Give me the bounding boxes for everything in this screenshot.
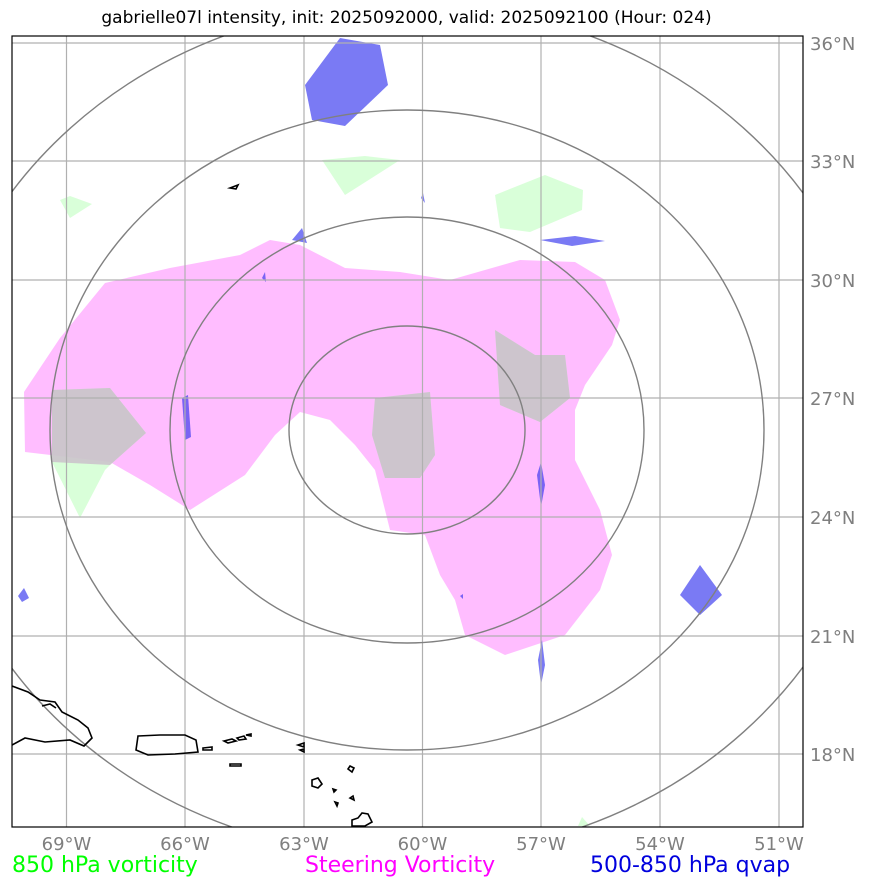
steering-vorticity-region <box>24 240 620 655</box>
lon-label-63w: 63°W <box>279 834 329 855</box>
overlap-region-2 <box>372 392 435 478</box>
lon-label-69w: 69°W <box>42 834 92 855</box>
overlap-region-3 <box>495 330 570 422</box>
lon-label-51w: 51°W <box>754 834 804 855</box>
latitude-labels: 36°N 33°N 30°N 27°N 24°N 21°N 18°N <box>810 34 855 766</box>
st-kitts <box>297 747 305 754</box>
qvap-region-2 <box>292 228 307 243</box>
qvap-region-1 <box>305 38 388 126</box>
lat-label-33n: 33°N <box>810 152 855 173</box>
martinique <box>351 812 374 827</box>
lat-label-24n: 24°N <box>810 508 855 529</box>
plot-title: gabrielle07l intensity, init: 2025092000… <box>101 8 712 28</box>
lon-label-54w: 54°W <box>635 834 685 855</box>
vieques <box>202 746 213 751</box>
map-frame <box>11 35 804 828</box>
range-ring-2 <box>169 216 645 644</box>
virgin-islands-1 <box>221 738 239 744</box>
legend-steering-vorticity: Steering Vorticity <box>305 853 496 878</box>
lat-label-27n: 27°N <box>810 389 855 410</box>
lat-label-36n: 36°N <box>810 34 855 55</box>
anguilla <box>295 741 305 749</box>
vort-region-3 <box>495 175 583 232</box>
qvap-region-4 <box>540 236 605 246</box>
lon-label-57w: 57°W <box>516 834 566 855</box>
antigua <box>346 764 356 774</box>
montserrat <box>331 787 338 794</box>
range-ring-3 <box>49 109 765 751</box>
coastlines <box>12 183 374 827</box>
qvap-region-11 <box>460 594 463 599</box>
steering-vorticity-field <box>24 240 620 655</box>
range-ring-1 <box>288 325 526 535</box>
dominica <box>333 800 340 809</box>
lat-label-21n: 21°N <box>810 627 855 648</box>
virgin-islands-2 <box>235 735 248 741</box>
lon-label-66w: 66°W <box>160 834 210 855</box>
qvap-field <box>18 38 722 685</box>
lon-label-60w: 60°W <box>398 834 448 855</box>
hispaniola-inner <box>41 703 57 709</box>
qvap-region-6 <box>182 395 191 440</box>
qvap-region-9 <box>18 588 29 602</box>
lat-label-18n: 18°N <box>810 745 855 766</box>
barbuda <box>348 794 356 802</box>
vort-region-2 <box>60 196 92 218</box>
vort-region-1 <box>322 156 400 195</box>
bermuda <box>226 183 240 190</box>
legend-850-vorticity: 850 hPa vorticity <box>12 853 198 878</box>
overlap-field <box>52 330 570 478</box>
qvap-region-8 <box>680 565 722 615</box>
lat-label-30n: 30°N <box>810 271 855 292</box>
overlap-region-1 <box>52 388 146 465</box>
legend-qvap: 500-850 hPa qvap <box>590 853 791 878</box>
virgin-islands-3 <box>245 733 252 737</box>
hispaniola-coast <box>12 685 93 747</box>
longitude-labels: 69°W 66°W 63°W 60°W 57°W 54°W 51°W <box>42 834 804 855</box>
guadeloupe <box>311 777 324 789</box>
st-croix <box>229 763 242 767</box>
puerto-rico-coast <box>135 734 199 756</box>
range-rings <box>12 36 803 827</box>
vort-region-7 <box>578 817 590 826</box>
